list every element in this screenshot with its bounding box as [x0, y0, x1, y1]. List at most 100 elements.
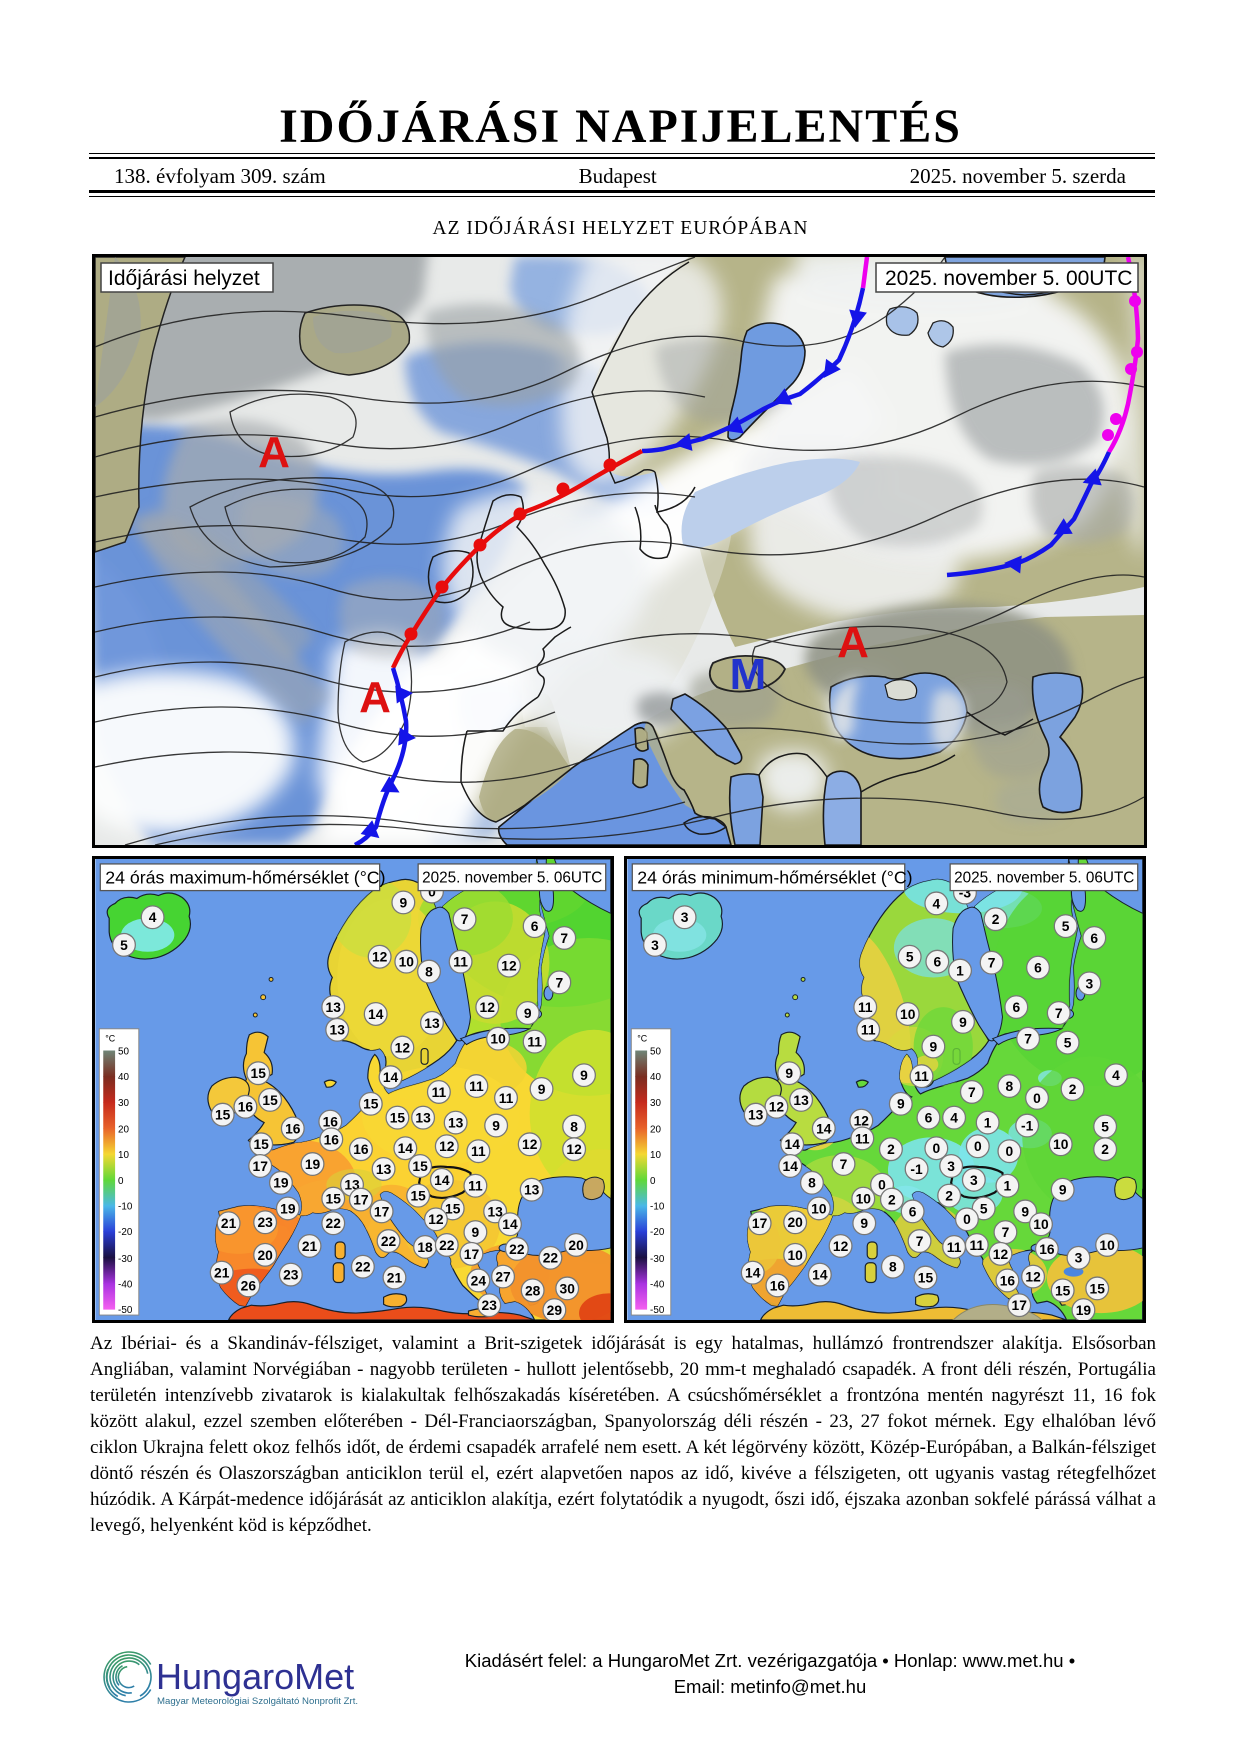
- svg-text:50: 50: [650, 1046, 661, 1057]
- svg-text:10: 10: [1033, 1216, 1049, 1232]
- svg-text:24 órás maximum-hőmérséklet (°: 24 órás maximum-hőmérséklet (°C): [105, 868, 385, 888]
- svg-text:20: 20: [118, 1124, 129, 1135]
- svg-text:14: 14: [816, 1120, 832, 1136]
- svg-text:10: 10: [650, 1150, 661, 1161]
- svg-text:14: 14: [434, 1172, 450, 1188]
- svg-text:A: A: [359, 673, 391, 722]
- svg-text:3: 3: [970, 1172, 978, 1188]
- svg-text:16: 16: [323, 1114, 339, 1130]
- svg-text:15: 15: [1090, 1280, 1106, 1296]
- svg-text:12: 12: [1025, 1269, 1041, 1285]
- svg-text:21: 21: [221, 1215, 237, 1231]
- svg-text:0: 0: [963, 1211, 971, 1227]
- svg-text:22: 22: [381, 1233, 397, 1249]
- svg-text:1: 1: [1004, 1178, 1012, 1194]
- svg-text:5: 5: [906, 949, 914, 965]
- svg-text:-40: -40: [650, 1279, 665, 1290]
- svg-text:9: 9: [959, 1014, 967, 1030]
- svg-text:10: 10: [1099, 1237, 1115, 1253]
- svg-text:11: 11: [453, 954, 468, 970]
- svg-text:3: 3: [1075, 1250, 1083, 1266]
- svg-text:15: 15: [251, 1065, 267, 1081]
- svg-text:1: 1: [956, 962, 964, 978]
- svg-text:21: 21: [387, 1269, 403, 1285]
- svg-text:0: 0: [650, 1176, 656, 1187]
- svg-text:0: 0: [118, 1176, 124, 1187]
- svg-text:-1: -1: [910, 1161, 923, 1177]
- svg-text:2: 2: [888, 1192, 896, 1208]
- svg-text:16: 16: [353, 1141, 369, 1157]
- svg-text:22: 22: [439, 1237, 455, 1253]
- svg-text:12: 12: [480, 999, 496, 1015]
- svg-text:10: 10: [811, 1200, 827, 1216]
- svg-text:A: A: [258, 428, 290, 477]
- svg-text:9: 9: [492, 1117, 500, 1133]
- svg-text:22: 22: [543, 1250, 559, 1266]
- svg-text:4: 4: [950, 1110, 958, 1126]
- svg-text:12: 12: [993, 1246, 1009, 1262]
- svg-text:-30: -30: [118, 1254, 133, 1265]
- svg-text:14: 14: [383, 1069, 399, 1085]
- svg-text:26: 26: [241, 1277, 257, 1293]
- svg-text:9: 9: [538, 1081, 546, 1097]
- svg-text:10: 10: [399, 954, 415, 970]
- svg-text:7: 7: [555, 974, 563, 990]
- svg-text:10: 10: [900, 1006, 916, 1022]
- svg-text:7: 7: [988, 955, 996, 971]
- svg-text:7: 7: [916, 1233, 924, 1249]
- svg-text:2025. november 5. 00UTC: 2025. november 5. 00UTC: [885, 267, 1132, 290]
- svg-text:8: 8: [808, 1175, 816, 1191]
- svg-text:4: 4: [149, 909, 157, 925]
- svg-text:10: 10: [1053, 1136, 1069, 1152]
- svg-text:11: 11: [432, 1084, 447, 1100]
- svg-text:20: 20: [650, 1124, 661, 1135]
- svg-text:16: 16: [1000, 1272, 1016, 1288]
- svg-text:2: 2: [1101, 1141, 1109, 1157]
- svg-text:16: 16: [770, 1277, 786, 1293]
- svg-text:5: 5: [1101, 1118, 1109, 1134]
- svg-text:Időjárási helyzet: Időjárási helyzet: [108, 267, 260, 290]
- svg-text:17: 17: [752, 1215, 768, 1231]
- svg-text:22: 22: [326, 1215, 342, 1231]
- svg-text:6: 6: [1034, 960, 1042, 976]
- svg-text:13: 13: [376, 1161, 392, 1177]
- svg-text:0: 0: [1006, 1143, 1014, 1159]
- svg-text:17: 17: [1012, 1297, 1028, 1313]
- svg-text:2: 2: [887, 1141, 895, 1157]
- svg-text:2025. november 5. 06UTC: 2025. november 5. 06UTC: [422, 870, 602, 887]
- svg-text:28: 28: [525, 1282, 541, 1298]
- svg-text:4: 4: [932, 895, 940, 911]
- svg-text:15: 15: [1055, 1282, 1071, 1298]
- svg-text:15: 15: [363, 1096, 379, 1112]
- svg-text:11: 11: [471, 1143, 486, 1159]
- svg-text:2025. november 5. 06UTC: 2025. november 5. 06UTC: [954, 870, 1134, 887]
- svg-text:11: 11: [468, 1178, 483, 1194]
- svg-text:3: 3: [651, 937, 659, 953]
- svg-text:0: 0: [428, 884, 436, 900]
- svg-text:16: 16: [238, 1099, 254, 1115]
- svg-text:17: 17: [374, 1203, 390, 1219]
- svg-text:13: 13: [793, 1092, 809, 1108]
- svg-text:15: 15: [918, 1269, 934, 1285]
- svg-text:24: 24: [471, 1272, 487, 1288]
- svg-text:7: 7: [1024, 1031, 1032, 1047]
- svg-text:7: 7: [560, 930, 568, 946]
- svg-text:12: 12: [522, 1136, 538, 1152]
- svg-text:23: 23: [283, 1267, 299, 1283]
- svg-text:40: 40: [118, 1072, 129, 1083]
- svg-text:13: 13: [424, 1015, 440, 1031]
- svg-text:12: 12: [395, 1039, 411, 1055]
- svg-text:12: 12: [833, 1238, 849, 1254]
- svg-text:22: 22: [355, 1259, 371, 1275]
- svg-text:0: 0: [932, 1140, 940, 1156]
- svg-text:30: 30: [650, 1098, 661, 1109]
- svg-text:12: 12: [769, 1099, 785, 1115]
- svg-text:9: 9: [897, 1096, 905, 1112]
- svg-text:9: 9: [1059, 1182, 1067, 1198]
- svg-text:11: 11: [947, 1239, 962, 1255]
- svg-text:1: 1: [984, 1115, 992, 1131]
- svg-text:14: 14: [783, 1158, 799, 1174]
- svg-text:11: 11: [469, 1078, 484, 1094]
- svg-text:0: 0: [974, 1138, 982, 1154]
- svg-text:-10: -10: [118, 1201, 133, 1212]
